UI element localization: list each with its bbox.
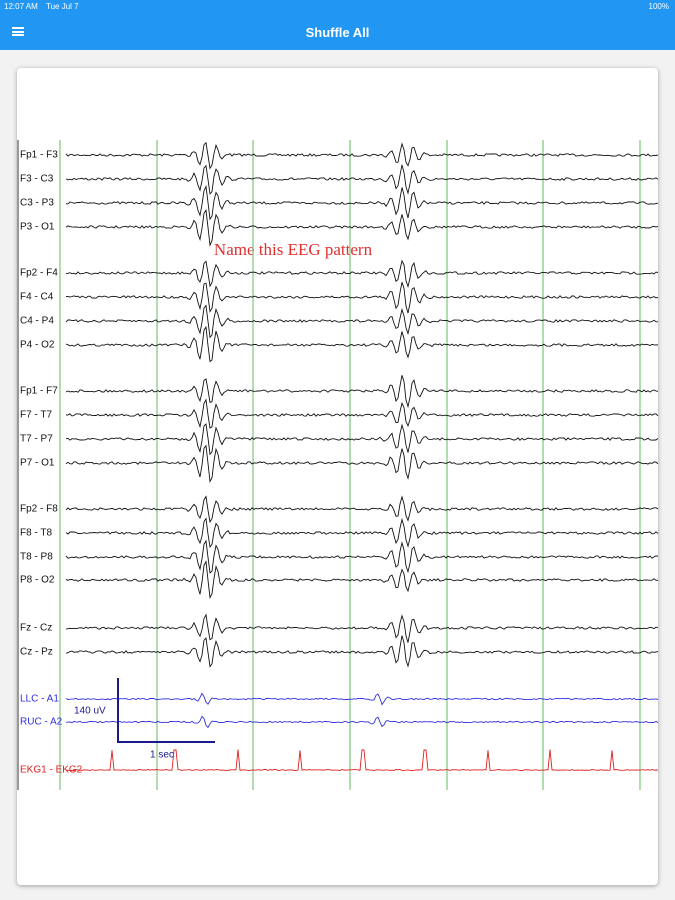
menu-button[interactable]: [12, 27, 24, 36]
app-bar: 12:07 AM Tue Jul 7 100% Shuffle All: [0, 0, 675, 50]
channel-label: P4 - O2: [20, 340, 55, 351]
eeg-trace: [65, 635, 659, 668]
eeg-trace: [65, 325, 659, 363]
eeg-trace: [65, 560, 659, 600]
eeg-trace: [65, 304, 659, 339]
eeg-trace: [65, 164, 659, 195]
channel-label: LLC - A1: [20, 694, 59, 705]
channel-label: F8 - T8: [20, 528, 52, 539]
channel-label: Fp1 - F7: [20, 386, 58, 397]
eeg-trace: [66, 749, 659, 772]
scale-bar: [117, 678, 215, 743]
channel-label: P7 - O1: [20, 458, 55, 469]
channel-label: P8 - O2: [20, 575, 55, 586]
status-time: 12:07 AM: [4, 2, 38, 11]
header-title: Shuffle All: [305, 25, 370, 40]
eeg-trace: [65, 715, 659, 729]
eeg-trace: [65, 517, 659, 548]
channel-label: F3 - C3: [20, 174, 54, 185]
eeg-trace: [65, 141, 659, 170]
channel-label: Fp2 - F8: [20, 504, 58, 515]
eeg-trace: [65, 398, 659, 429]
status-date: Tue Jul 7: [46, 2, 79, 11]
question-text: Name this EEG pattern: [214, 240, 373, 259]
status-battery: 100%: [648, 2, 669, 11]
channel-label: T7 - P7: [20, 434, 53, 445]
channel-label: Cz - Pz: [20, 647, 53, 658]
eeg-trace: [65, 208, 659, 247]
channel-label: RUC - A2: [20, 717, 63, 728]
channel-label: Fp1 - F3: [20, 150, 58, 161]
eeg-trace: [65, 375, 659, 409]
eeg-trace: [65, 444, 659, 484]
eeg-trace: [65, 423, 659, 456]
scale-time: 1 sec: [150, 750, 174, 761]
eeg-trace: [65, 692, 659, 706]
channel-label: C4 - P4: [20, 316, 54, 327]
eeg-trace: [65, 495, 659, 524]
channel-label: EKG1 - EKG2: [20, 765, 83, 776]
eeg-trace: [65, 259, 659, 289]
channel-label: C3 - P3: [20, 198, 54, 209]
channel-label: Fp2 - F4: [20, 268, 58, 279]
channel-label: Fz - Cz: [20, 623, 52, 634]
eeg-trace: [65, 539, 659, 574]
channel-label: T8 - P8: [20, 552, 53, 563]
eeg-trace: [65, 282, 659, 314]
channel-label: F4 - C4: [20, 292, 54, 303]
eeg-trace: [65, 613, 659, 643]
channel-label: P3 - O1: [20, 222, 55, 233]
scale-amplitude: 140 uV: [74, 706, 106, 717]
channel-label: F7 - T7: [20, 410, 52, 421]
eeg-trace: [65, 184, 659, 221]
